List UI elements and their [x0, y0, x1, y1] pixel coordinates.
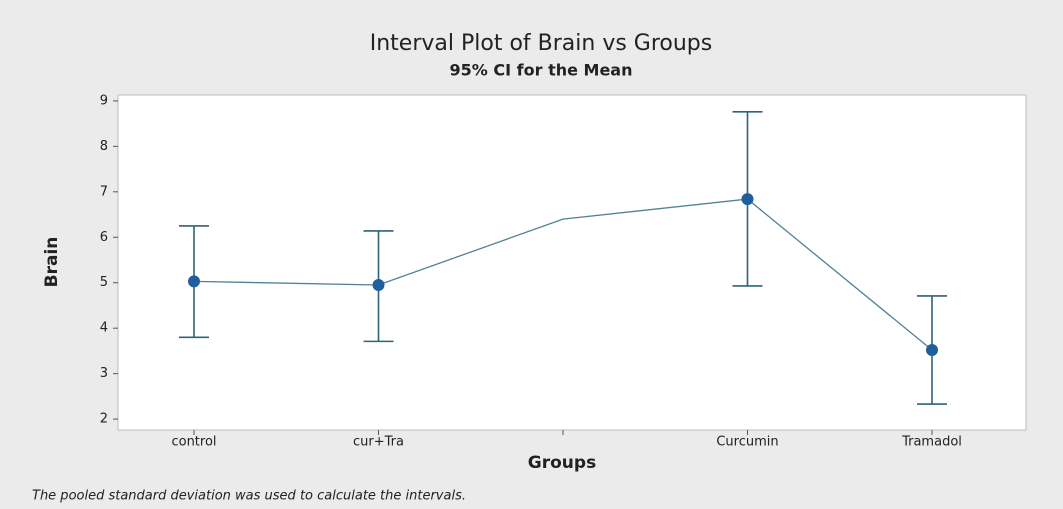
y-tick-label: 2 [100, 412, 108, 427]
x-tick-label: Tramadol [901, 435, 962, 450]
x-tick-label: control [171, 435, 216, 450]
mean-marker [926, 344, 938, 356]
y-tick-label: 9 [100, 93, 108, 108]
chart-title: Interval Plot of Brain vs Groups [370, 31, 712, 56]
y-tick-label: 7 [100, 184, 108, 199]
chart-subtitle: 95% CI for the Mean [450, 61, 633, 80]
y-tick-label: 5 [100, 275, 108, 290]
footnote: The pooled standard deviation was used t… [32, 489, 466, 504]
mean-line [193, 198, 933, 351]
y-tick-label: 4 [100, 321, 108, 336]
y-tick-label: 8 [100, 139, 108, 154]
x-tick-label: cur+Tra [353, 435, 404, 450]
y-axis-label: Brain [42, 237, 62, 288]
y-tick-label: 6 [100, 230, 108, 245]
plot-area [117, 94, 1027, 431]
x-tick-label: Curcumin [716, 435, 778, 450]
mean-marker [741, 193, 754, 206]
x-axis-label: Groups [528, 453, 596, 473]
mean-marker [188, 275, 200, 288]
y-tick-label: 3 [100, 366, 108, 381]
mean-marker [372, 279, 385, 291]
